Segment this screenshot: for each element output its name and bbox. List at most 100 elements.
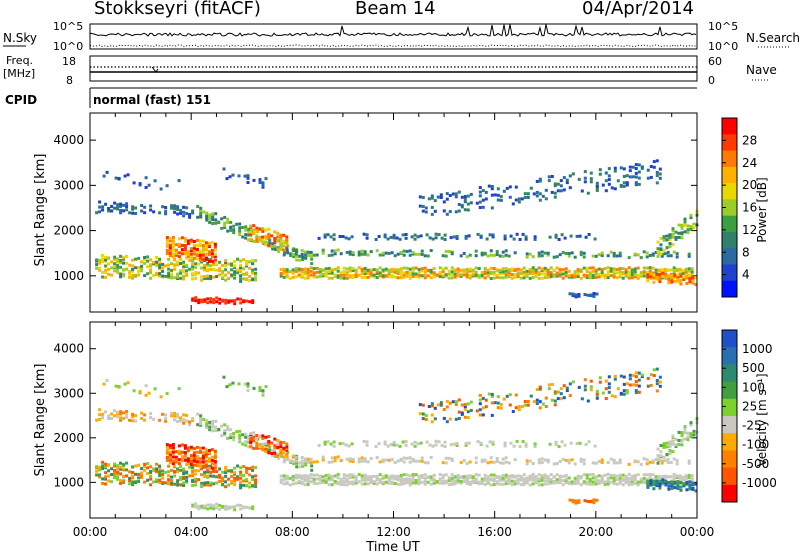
power-cell	[673, 274, 677, 278]
power-cell	[177, 179, 181, 183]
power-cell	[143, 262, 147, 265]
power-cell	[131, 258, 135, 262]
power-cell	[165, 238, 169, 242]
x-tick-label: 20:00	[579, 525, 614, 539]
power-cell	[417, 271, 421, 274]
power-cell	[381, 253, 385, 257]
velocity-cell	[522, 480, 526, 484]
power-cell	[246, 174, 250, 178]
velocity-cell	[261, 442, 265, 446]
velocity-cell	[152, 469, 156, 473]
power-cell	[552, 273, 556, 277]
velocity-cell	[248, 467, 252, 471]
power-cell	[445, 197, 449, 201]
power-cell	[402, 271, 406, 275]
power-cell	[631, 175, 635, 179]
power-cell	[486, 274, 490, 278]
power-cell	[655, 275, 659, 279]
power-cell	[648, 254, 652, 257]
velocity-cell	[215, 506, 219, 510]
velocity-cell	[143, 413, 147, 417]
power-cell	[468, 274, 472, 277]
power-cell	[171, 243, 175, 247]
velocity-cell	[484, 405, 488, 409]
velocity-cell	[365, 440, 369, 444]
power-cell	[282, 248, 286, 252]
power-cell	[655, 174, 659, 178]
velocity-cell	[149, 475, 153, 478]
velocity-cell	[507, 461, 511, 465]
power-cell	[188, 213, 192, 216]
power-cell	[615, 271, 619, 275]
power-cell	[204, 252, 208, 256]
power-cell	[194, 276, 198, 280]
power-cell	[671, 232, 675, 236]
velocity-cell	[554, 442, 558, 446]
velocity-cell	[553, 403, 557, 407]
power-cell	[348, 274, 352, 278]
velocity-cell	[101, 412, 105, 416]
velocity-cell	[363, 457, 367, 461]
power-cell	[429, 268, 433, 272]
velocity-cell	[230, 474, 234, 478]
velocity-cell	[252, 386, 256, 390]
power-cell	[692, 226, 696, 230]
velocity-cell	[480, 477, 484, 481]
power-cell	[137, 273, 141, 277]
velocity-cell	[537, 479, 541, 483]
velocity-cell	[600, 480, 604, 484]
power-cell	[468, 276, 472, 280]
power-cell	[229, 220, 233, 224]
velocity-cell	[606, 482, 610, 486]
velocity-cell	[125, 415, 129, 419]
velocity-cell	[300, 474, 304, 478]
velocity-cell	[594, 482, 598, 486]
power-cell	[549, 266, 553, 270]
velocity-cell	[661, 478, 665, 482]
velocity-cell	[593, 444, 597, 448]
velocity-cell	[486, 480, 490, 484]
power-cell	[225, 177, 229, 181]
velocity-ylabel: Slant Range [km]	[33, 364, 48, 477]
velocity-cell	[501, 461, 505, 465]
power-cell	[239, 266, 243, 270]
power-cell	[279, 241, 283, 245]
velocity-cell	[534, 475, 538, 479]
velocity-cell	[448, 417, 452, 421]
velocity-cell	[315, 473, 319, 477]
power-cell	[569, 234, 573, 238]
velocity-cell	[488, 440, 492, 444]
velocity-cell	[655, 389, 659, 393]
power-cell	[261, 185, 265, 189]
velocity-cell	[538, 387, 542, 391]
power-cell	[669, 268, 673, 272]
power-cell	[264, 240, 268, 244]
power-cell	[615, 268, 619, 272]
velocity-cell	[182, 418, 186, 422]
power-cell	[189, 238, 193, 242]
velocity-cell	[531, 475, 535, 479]
velocity-cell	[167, 464, 171, 468]
power-cell	[282, 233, 286, 237]
velocity-cell	[501, 482, 505, 486]
velocity-cell	[199, 419, 203, 423]
velocity-cell	[592, 498, 596, 502]
power-cell	[540, 254, 544, 258]
power-cell	[448, 210, 452, 214]
velocity-cell	[561, 483, 565, 487]
power-cell	[679, 282, 683, 286]
power-cell	[206, 261, 210, 265]
velocity-cell	[676, 480, 680, 483]
velocity-cell	[490, 392, 494, 396]
velocity-cell	[224, 480, 228, 484]
power-cell	[573, 275, 577, 279]
velocity-cell	[662, 455, 666, 459]
power-cell	[639, 271, 643, 275]
velocity-cell	[282, 460, 286, 464]
power-cell	[467, 234, 471, 238]
velocity-cell	[327, 460, 331, 464]
velocity-cell	[618, 476, 622, 480]
power-cell	[98, 210, 102, 214]
power-cell	[300, 268, 304, 271]
velocity-cell	[582, 462, 586, 466]
